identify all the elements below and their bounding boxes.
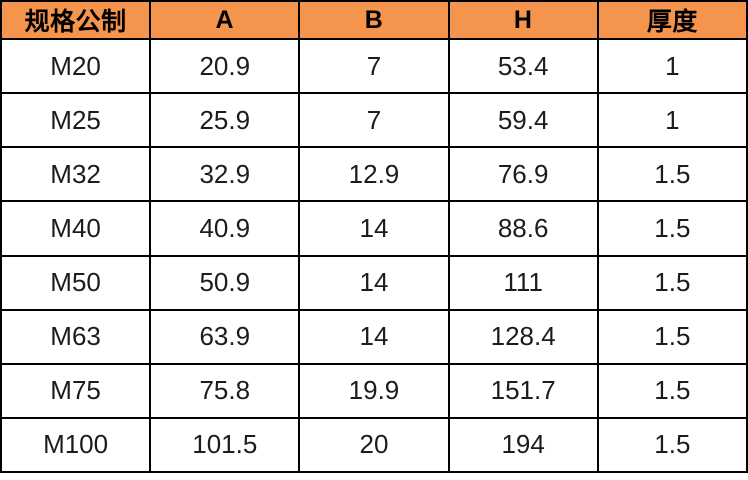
table-cell-spec: M25 xyxy=(0,92,152,149)
table-cell-thickness: 1 xyxy=(596,92,748,149)
header-cell-thickness: 厚度 xyxy=(596,0,748,40)
header-row: 规格公制 A B H 厚度 xyxy=(0,0,748,40)
table-cell-h: 151.7 xyxy=(447,362,599,419)
table-cell-spec: M50 xyxy=(0,254,152,311)
header-cell-a: A xyxy=(149,0,301,40)
table-cell-h: 53.4 xyxy=(447,37,599,95)
table-cell-spec: M75 xyxy=(0,362,152,419)
table-row: M40 40.9 14 88.6 1.5 xyxy=(0,200,748,257)
table-cell-spec: M32 xyxy=(0,146,152,203)
table-row: M32 32.9 12.9 76.9 1.5 xyxy=(0,146,748,203)
table-cell-a: 50.9 xyxy=(149,254,301,311)
header-cell-b: B xyxy=(298,0,450,40)
table-cell-h: 76.9 xyxy=(447,146,599,203)
table-cell-a: 101.5 xyxy=(149,416,301,474)
table-cell-thickness: 1.5 xyxy=(596,362,748,419)
table-cell-h: 194 xyxy=(447,416,599,474)
table-row: M63 63.9 14 128.4 1.5 xyxy=(0,308,748,365)
table-row: M75 75.8 19.9 151.7 1.5 xyxy=(0,362,748,419)
table-row: M50 50.9 14 111 1.5 xyxy=(0,254,748,311)
table-cell-a: 32.9 xyxy=(149,146,301,203)
table-row: M25 25.9 7 59.4 1 xyxy=(0,92,748,149)
table-cell-b: 12.9 xyxy=(298,146,450,203)
table-cell-b: 14 xyxy=(298,308,450,365)
table-body: M20 20.9 7 53.4 1 M25 25.9 7 59.4 1 M32 32.9 12.9 76.… xyxy=(0,37,748,474)
table-cell-b: 7 xyxy=(298,37,450,95)
table-cell-spec: M20 xyxy=(0,37,152,95)
table-row: M100 101.5 20 194 1.5 xyxy=(0,416,748,474)
table-cell-b: 14 xyxy=(298,200,450,257)
table-row: M20 20.9 7 53.4 1 xyxy=(0,37,748,95)
header-cell-h: H xyxy=(447,0,599,40)
table-cell-spec: M100 xyxy=(0,416,152,474)
table-cell-h: 59.4 xyxy=(447,92,599,149)
table-cell-thickness: 1.5 xyxy=(596,308,748,365)
table-cell-a: 40.9 xyxy=(149,200,301,257)
table-cell-b: 20 xyxy=(298,416,450,474)
table-cell-h: 111 xyxy=(447,254,599,311)
table-cell-a: 63.9 xyxy=(149,308,301,365)
table-cell-thickness: 1.5 xyxy=(596,200,748,257)
table-cell-a: 25.9 xyxy=(149,92,301,149)
table-cell-h: 88.6 xyxy=(447,200,599,257)
table-cell-spec: M40 xyxy=(0,200,152,257)
table-cell-b: 7 xyxy=(298,92,450,149)
table-cell-thickness: 1.5 xyxy=(596,146,748,203)
table-cell-thickness: 1.5 xyxy=(596,416,748,474)
table-cell-h: 128.4 xyxy=(447,308,599,365)
table-cell-b: 19.9 xyxy=(298,362,450,419)
header-cell-spec: 规格公制 xyxy=(0,0,152,40)
table-cell-thickness: 1.5 xyxy=(596,254,748,311)
table-cell-a: 75.8 xyxy=(149,362,301,419)
table-cell-a: 20.9 xyxy=(149,37,301,95)
table-cell-spec: M63 xyxy=(0,308,152,365)
table-cell-b: 14 xyxy=(298,254,450,311)
table-cell-thickness: 1 xyxy=(596,37,748,95)
